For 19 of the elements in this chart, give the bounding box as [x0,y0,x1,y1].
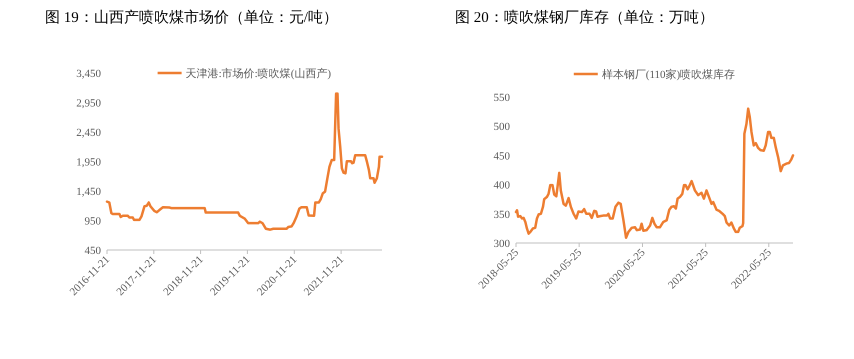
y-tick-label: 1,950 [76,156,102,168]
y-tick-label: 950 [84,216,102,228]
y-tick-label: 350 [494,208,510,221]
y-tick-label: 2,950 [76,98,102,110]
y-tick-label: 550 [494,92,510,104]
y-tick-label: 1,450 [76,186,102,198]
chart-title: 图 20：喷吹煤钢厂库存（单位：万吨） [455,9,714,26]
y-tick-label: 2,450 [76,127,102,139]
line-series [106,92,384,231]
legend-label: 样本钢厂(110家)喷吹煤库存 [602,68,736,81]
y-tick-label: 500 [494,121,510,134]
y-tick-label: 3,450 [76,68,102,80]
line-series [514,107,794,239]
y-tick-label: 400 [494,180,510,192]
y-tick-label: 300 [494,238,510,250]
y-tick-label: 450 [494,150,510,162]
legend-label: 天津港:市场价:喷吹煤(山西产) [186,67,332,80]
chart-title: 图 19：山西产喷吹煤市场价（单位：元/吨） [45,9,338,26]
y-tick-label: 450 [84,245,102,257]
